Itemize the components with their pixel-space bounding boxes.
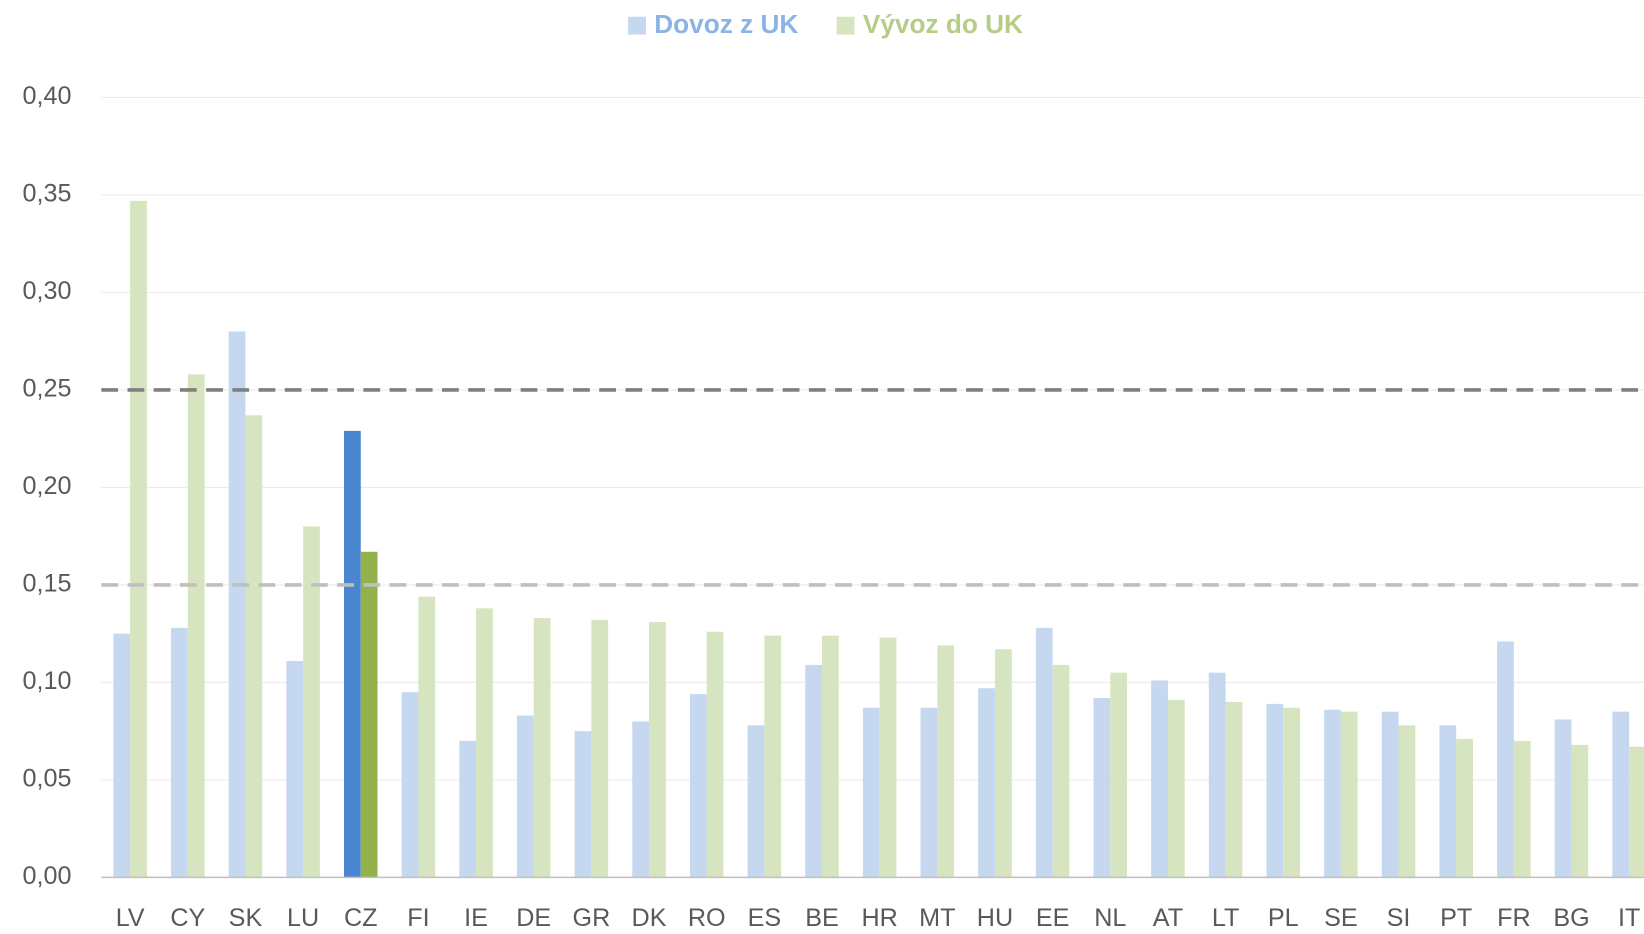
x-tick-label: FR [1497, 904, 1531, 932]
bar [303, 526, 320, 878]
bar [1052, 664, 1070, 878]
x-tick-label: LV [116, 904, 145, 932]
x-tick-label: IT [1618, 904, 1640, 932]
bar [228, 331, 246, 878]
y-tick-label: 0,15 [23, 570, 72, 598]
x-tick-label: BG [1553, 904, 1589, 932]
x-tick-label: PL [1268, 904, 1299, 932]
bar [632, 721, 650, 878]
bar [1035, 627, 1053, 878]
bar [1266, 703, 1284, 878]
bar [1398, 725, 1416, 878]
bar [994, 649, 1012, 878]
x-tick-label: RO [688, 904, 726, 932]
bar [1571, 744, 1589, 878]
bar [1340, 711, 1358, 878]
y-tick-label: 0,35 [23, 180, 72, 208]
bar [1283, 707, 1301, 878]
x-tick-label: AT [1153, 904, 1183, 932]
x-tick-label: NL [1094, 904, 1126, 932]
bar [1497, 641, 1514, 878]
bar [649, 621, 666, 878]
x-tick-label: CZ [344, 904, 378, 932]
x-tick-label: HU [977, 904, 1013, 932]
legend-swatch [628, 16, 646, 35]
bar [764, 635, 782, 878]
bar [689, 694, 707, 878]
bar [879, 637, 897, 878]
bar [401, 692, 419, 878]
bar [1381, 711, 1399, 878]
y-tick-label: 0,40 [23, 82, 72, 110]
bar [920, 707, 938, 878]
x-tick-label: ES [748, 904, 782, 932]
bar [533, 618, 551, 878]
bar [516, 715, 534, 878]
bar [937, 645, 955, 878]
bar [476, 608, 493, 878]
bar [1225, 701, 1243, 878]
bar [1151, 680, 1168, 878]
x-tick-label: MT [919, 904, 955, 932]
bar [418, 596, 436, 878]
bar [459, 740, 477, 878]
y-tick-label: 0,00 [23, 862, 72, 890]
bar [113, 633, 131, 878]
bar [591, 620, 609, 878]
x-tick-label: FI [407, 904, 429, 932]
x-tick-label: PT [1440, 904, 1472, 932]
bar [574, 731, 592, 878]
x-tick-label: CY [170, 904, 205, 932]
y-tick-label: 0,20 [23, 472, 72, 500]
y-tick-label: 0,10 [23, 667, 72, 695]
bar [286, 660, 304, 878]
bar [1612, 711, 1630, 878]
x-tick-label: DK [632, 904, 667, 932]
legend-label: Vývoz do UK [863, 9, 1023, 39]
x-tick-label: SE [1324, 904, 1358, 932]
bar [1208, 672, 1226, 878]
x-tick-label: LT [1212, 904, 1239, 932]
bar [978, 688, 995, 878]
y-tick-label: 0,30 [23, 277, 72, 305]
bar [1324, 709, 1341, 878]
x-tick-label: SI [1387, 904, 1411, 932]
x-tick-label: EE [1036, 904, 1070, 932]
bar [822, 635, 839, 878]
x-tick-label: GR [573, 904, 611, 932]
bar [747, 725, 765, 878]
y-tick-label: 0,05 [23, 765, 72, 793]
y-tick-label: 0,25 [23, 375, 72, 403]
x-tick-label: BE [805, 904, 839, 932]
bar [706, 631, 724, 878]
bar [1093, 698, 1111, 878]
bar [360, 551, 378, 878]
legend-label: Dovoz z UK [654, 9, 798, 39]
bar [1554, 719, 1572, 878]
x-tick-label: IE [464, 904, 488, 932]
bar [1513, 740, 1531, 878]
x-tick-label: HR [861, 904, 897, 932]
bar [1110, 672, 1128, 878]
bar [1167, 699, 1185, 878]
bar [343, 430, 361, 878]
x-tick-label: SK [229, 904, 263, 932]
bar [1439, 725, 1457, 878]
legend-swatch [836, 16, 855, 35]
bar [130, 200, 147, 878]
bar [187, 374, 205, 878]
bar [171, 627, 188, 878]
x-tick-label: DE [516, 904, 551, 932]
bar [862, 707, 880, 878]
x-tick-label: LU [287, 904, 319, 932]
bar [805, 664, 822, 878]
bar [245, 415, 263, 878]
bar [1629, 746, 1644, 878]
bar [1456, 738, 1473, 878]
